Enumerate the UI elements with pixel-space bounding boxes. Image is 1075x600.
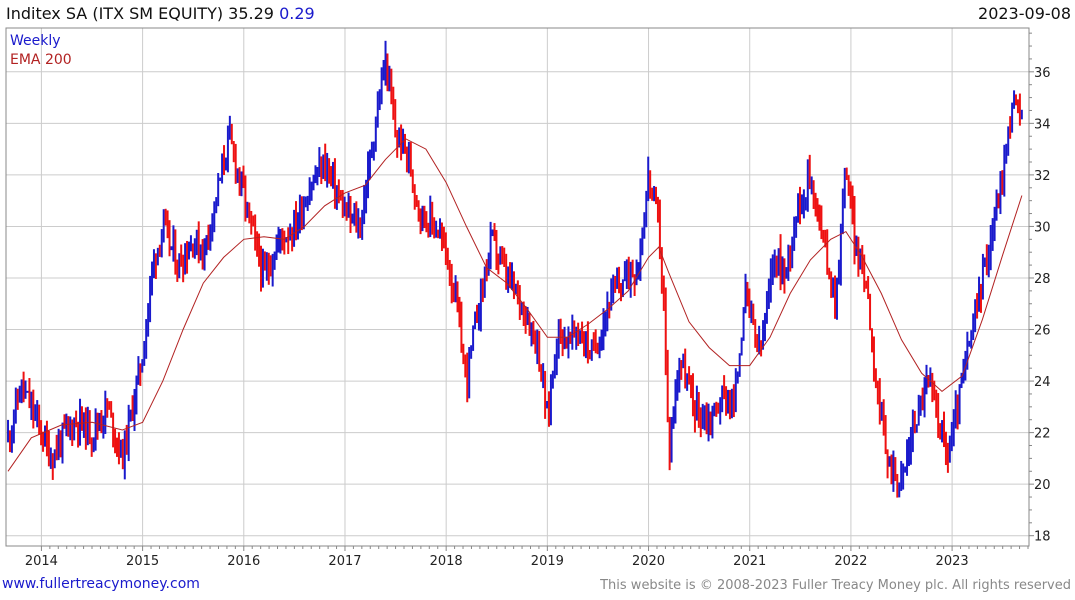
y-tick-label: 26 [1034,324,1051,339]
x-tick-label: 2022 [834,554,867,569]
y-tick-label: 30 [1034,220,1051,235]
copyright-notice: This website is © 2008-2023 Fuller Treac… [600,578,1071,593]
website-link[interactable]: www.fullertreacymoney.com [2,576,200,592]
y-tick-label: 22 [1034,427,1051,442]
y-tick-label: 18 [1034,530,1051,545]
title-text: Inditex SA (ITX SM EQUITY) 35.29 [6,4,274,23]
price-change: 0.29 [279,4,315,23]
ema-line-group [7,138,1023,472]
chart-title: Inditex SA (ITX SM EQUITY) 35.29 0.29 [6,4,315,23]
y-tick-label: 36 [1034,66,1051,81]
x-tick-label: 2017 [328,554,361,569]
x-tick-label: 2023 [936,554,969,569]
y-tick-label: 34 [1034,117,1051,132]
x-tick-label: 2019 [531,554,564,569]
legend-ema: EMA 200 [10,52,72,68]
x-tick-label: 2014 [25,554,58,569]
y-tick-label: 20 [1034,478,1051,493]
x-tick-label: 2018 [430,554,463,569]
x-tick-label: 2015 [126,554,159,569]
chart-date: 2023-09-08 [978,4,1071,23]
y-tick-label: 24 [1034,375,1051,390]
x-tick-label: 2021 [733,554,766,569]
weekly-bars [7,40,1023,498]
y-tick-label: 28 [1034,272,1051,287]
y-tick-label: 32 [1034,169,1051,184]
x-tick-label: 2020 [632,554,665,569]
ema-line [7,138,1023,472]
y-axis-ticks: 18 20 22 24 26 28 30 32 34 36 [1029,32,1051,545]
x-axis-ticks: 2014 2015 2016 2017 2018 2019 2020 2021 2022 2023 [25,546,1029,569]
x-tick-label: 2016 [227,554,260,569]
plot-frame [5,27,1030,547]
legend-weekly: Weekly [10,33,61,49]
